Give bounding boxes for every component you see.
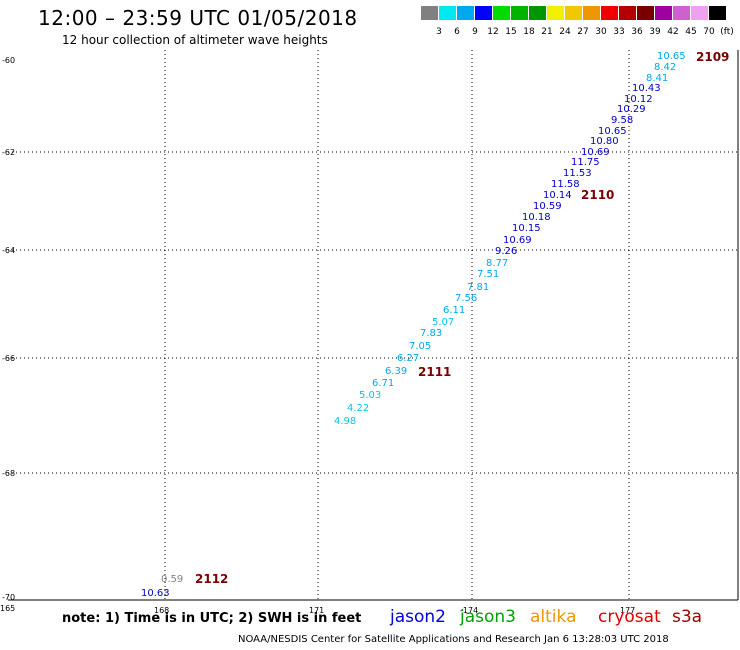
wave-height-value: 9.26 <box>495 246 518 257</box>
page-title: 12:00 – 23:59 UTC 01/05/2018 <box>38 6 358 30</box>
wave-height-value: 10.69 <box>581 147 610 158</box>
wave-height-value: 10.15 <box>512 223 541 234</box>
credit-line: NOAA/NESDIS Center for Satellite Applica… <box>238 634 669 645</box>
wave-height-value: 10.65 <box>657 51 686 62</box>
legend-swatch <box>565 6 582 20</box>
wave-height-value: 10.14 <box>543 190 572 201</box>
wave-height-value: 11.58 <box>551 179 580 190</box>
longitude-label: 168 <box>154 606 170 615</box>
wave-height-value: 7.05 <box>409 341 432 352</box>
wave-height-value: 7.56 <box>455 293 478 304</box>
wave-height-value: 6.71 <box>372 378 395 389</box>
wave-height-value: 10.63 <box>141 588 170 599</box>
wave-height-value: 6.39 <box>385 366 408 377</box>
wave-height-value: 9.58 <box>611 115 634 126</box>
latitude-label: -60 <box>2 56 16 65</box>
legend-label: 18 <box>523 27 535 37</box>
legend-swatch <box>529 6 546 20</box>
wave-height-value: 10.59 <box>533 201 562 212</box>
legend-label: 30 <box>595 27 607 37</box>
footer-note: note: 1) Time is in UTC; 2) SWH is in fe… <box>62 611 362 626</box>
wave-height-value: 10.29 <box>617 104 646 115</box>
legend-label: 45 <box>685 27 697 37</box>
legend-swatch <box>511 6 528 20</box>
longitude-label: 177 <box>620 606 636 615</box>
pass-number: 2110 <box>581 188 615 202</box>
longitude-label: -174 <box>460 606 479 615</box>
legend-label: 39 <box>649 27 661 37</box>
wave-height-value: 10.69 <box>503 235 532 246</box>
wave-height-value: 10.12 <box>624 94 653 105</box>
legend-swatch <box>457 6 474 20</box>
legend-swatch <box>673 6 690 20</box>
legend-label: 36 <box>631 27 643 37</box>
wave-height-value: 8.41 <box>646 73 669 84</box>
wave-height-value: 7.51 <box>477 269 500 280</box>
legend-swatch <box>547 6 564 20</box>
legend-label: 12 <box>487 27 499 37</box>
legend-swatch <box>691 6 708 20</box>
latitude-label: -64 <box>2 246 16 255</box>
legend-swatch <box>601 6 618 20</box>
legend-swatch <box>655 6 672 20</box>
satellite-name: jason3 <box>460 607 516 627</box>
latitude-label: -66 <box>2 354 16 363</box>
wave-height-value: 10.65 <box>598 126 627 137</box>
legend-label: 33 <box>613 27 625 37</box>
legend-label: 42 <box>667 27 679 37</box>
wave-height-value: 11.53 <box>563 168 592 179</box>
satellite-name: s3a <box>672 607 703 627</box>
legend-label: 21 <box>541 27 553 37</box>
pass-number: 2111 <box>418 365 452 379</box>
wave-height-value: 4.22 <box>347 403 370 414</box>
latitude-label: -70 <box>2 593 16 602</box>
wave-height-value: 10.43 <box>632 83 661 94</box>
legend-label: 9 <box>472 27 478 37</box>
satellite-name: jason2 <box>390 607 446 627</box>
wave-height-value: 6.11 <box>443 305 466 316</box>
wave-height-value: 7.83 <box>420 328 443 339</box>
pass-number: 2109 <box>696 50 730 64</box>
latitude-label: -68 <box>2 469 16 478</box>
latitude-label: -62 <box>2 148 16 157</box>
wave-height-value: 8.42 <box>654 62 677 73</box>
legend-swatch <box>421 6 438 20</box>
legend-swatch <box>475 6 492 20</box>
legend-label: 70 <box>703 27 715 37</box>
wave-height-value: 5.03 <box>359 390 382 401</box>
legend-swatch <box>619 6 636 20</box>
wave-height-value: 4.98 <box>334 416 357 427</box>
wave-height-value: 10.80 <box>590 136 619 147</box>
legend-label: 27 <box>577 27 589 37</box>
wave-height-value: 6.27 <box>397 353 420 364</box>
wave-height-value: 5.07 <box>432 317 455 328</box>
satellite-name: altika <box>530 607 577 627</box>
legend-swatch <box>493 6 510 20</box>
page-subtitle: 12 hour collection of altimeter wave hei… <box>62 33 328 47</box>
wave-height-value: 8.77 <box>486 258 509 269</box>
wave-height-value: 11.75 <box>571 157 600 168</box>
wave-height-value: 0.59 <box>161 574 184 585</box>
legend-swatch <box>583 6 600 20</box>
longitude-label: 171 <box>309 606 325 615</box>
satellite-name: cryosat <box>598 607 661 627</box>
wave-height-value: 7.81 <box>467 282 490 293</box>
legend-label: 3 <box>436 27 442 37</box>
legend-label: 15 <box>505 27 517 37</box>
legend-swatch <box>637 6 654 20</box>
legend-swatch <box>709 6 726 20</box>
legend-label: (ft) <box>720 27 734 37</box>
longitude-label: 165 <box>0 604 16 613</box>
wave-height-value: 10.18 <box>522 212 551 223</box>
legend-swatch <box>439 6 456 20</box>
pass-number: 2112 <box>195 572 229 586</box>
legend-label: 6 <box>454 27 460 37</box>
legend-label: 24 <box>559 27 571 37</box>
